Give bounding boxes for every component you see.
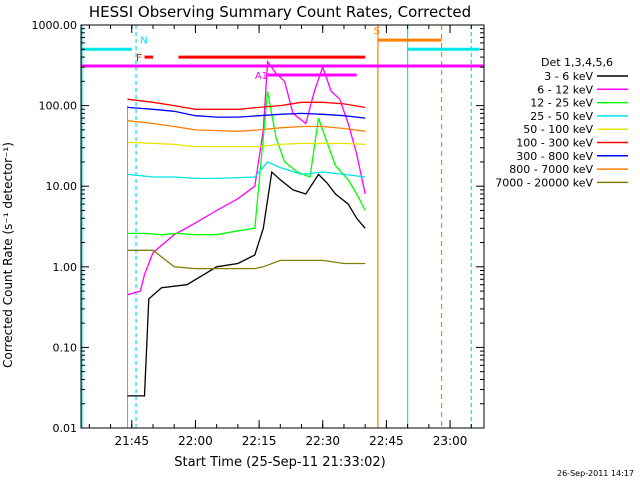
flag-label: S — [374, 26, 380, 37]
x-tick-label: 22:00 — [178, 434, 213, 448]
plot-decorations: NF S A1 — [81, 25, 484, 428]
series-line — [127, 59, 366, 296]
x-tick-label: 23:00 — [433, 434, 468, 448]
y-tick-label: 0.01 — [53, 422, 78, 435]
legend-entry-label: 800 - 7000 keV — [509, 163, 593, 176]
x-tick-label: 22:15 — [242, 434, 277, 448]
x-tick-label: 21:45 — [114, 434, 149, 448]
y-tick-label: 1.00 — [53, 261, 78, 274]
y-tick-label: 100.00 — [39, 100, 78, 113]
y-axis-label: Corrected Count Rate (s⁻¹ detector⁻¹) — [1, 142, 15, 368]
legend-entry-label: 6 - 12 keV — [537, 83, 593, 96]
series-layer — [127, 59, 366, 397]
timestamp-label: 26-Sep-2011 14:17 — [557, 469, 634, 478]
series-line — [127, 98, 366, 110]
legend-title: Det 1,3,4,5,6 — [541, 56, 613, 69]
plot-frame — [80, 24, 485, 429]
axes: 0.01 0.10 1.00 10.00 100.00 1000.00 21:45 22:00… — [32, 19, 485, 448]
legend-entry-label: 7000 - 20000 keV — [495, 176, 593, 189]
y-tick-label: 10.00 — [46, 180, 78, 193]
y-tick-label: 0.10 — [53, 341, 78, 354]
x-axis-label: Start Time (25-Sep-11 21:33:02) — [174, 455, 385, 470]
series-line — [127, 170, 366, 397]
series-line — [127, 141, 366, 148]
legend-entry-label: 100 - 300 keV — [516, 137, 593, 150]
x-tick-label: 22:45 — [369, 434, 404, 448]
legend-entry-label: 3 - 6 keV — [544, 70, 593, 83]
flag-label: F — [136, 53, 142, 64]
series-line — [127, 249, 366, 270]
series-line — [127, 161, 366, 180]
series-line — [127, 106, 366, 119]
y-tick-label: 1000.00 — [32, 19, 78, 32]
x-tick-label: 22:30 — [305, 434, 340, 448]
series-line — [127, 120, 366, 132]
legend-entry-label: 50 - 100 keV — [523, 123, 593, 136]
flag-label: A1 — [255, 71, 268, 82]
legend-entry-label: 300 - 800 keV — [516, 150, 593, 163]
legend-entry-label: 12 - 25 keV — [530, 97, 593, 110]
legend-entry-label: 25 - 50 keV — [530, 110, 593, 123]
flag-label: N — [140, 35, 147, 46]
chart-title: HESSI Observing Summary Count Rates, Cor… — [89, 3, 471, 21]
